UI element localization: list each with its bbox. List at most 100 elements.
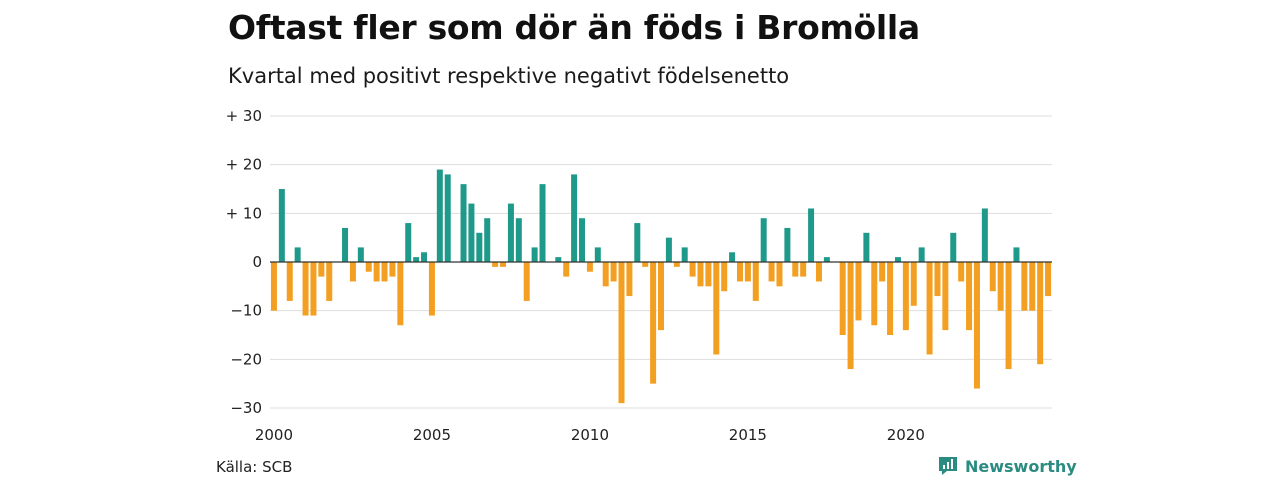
- bar: [815, 262, 822, 282]
- bar: [665, 237, 672, 262]
- bar: [847, 262, 854, 370]
- bar: [871, 262, 878, 326]
- bar: [894, 257, 901, 262]
- bar: [555, 257, 562, 262]
- bar: [879, 262, 886, 282]
- bar: [973, 262, 980, 389]
- bar: [500, 262, 507, 267]
- bars: [270, 169, 1052, 404]
- bar: [421, 252, 428, 262]
- bar: [784, 227, 791, 262]
- bar: [531, 247, 538, 262]
- chart-subtitle: Kvartal med positivt respektive negativt…: [228, 64, 790, 88]
- x-axis-ticks: 2000 2005 2010 2015 2020: [255, 426, 925, 444]
- bar: [579, 218, 586, 262]
- bar: [349, 262, 356, 282]
- chart-title: Oftast fler som dör än föds i Bromölla: [228, 8, 920, 47]
- source-note: Källa: SCB: [216, 458, 293, 476]
- bar: [270, 262, 277, 311]
- bar: [673, 262, 680, 267]
- bar: [981, 208, 988, 262]
- bar: [318, 262, 325, 277]
- bar: [563, 262, 570, 277]
- bar: [855, 262, 862, 321]
- bar: [444, 174, 451, 262]
- bar: [729, 252, 736, 262]
- y-tick-label: −10: [230, 302, 262, 320]
- bar: [523, 262, 530, 301]
- bar: [760, 218, 767, 262]
- bar: [713, 262, 720, 355]
- y-tick-label: −30: [230, 399, 262, 417]
- y-tick-label: + 10: [226, 204, 262, 222]
- bar: [460, 184, 467, 262]
- bar: [918, 247, 925, 262]
- bar: [705, 262, 712, 287]
- bar: [958, 262, 965, 282]
- bar: [286, 262, 293, 301]
- bar: [989, 262, 996, 292]
- grid-lines: [270, 115, 1052, 409]
- bar: [942, 262, 949, 331]
- bar: [887, 262, 894, 335]
- y-tick-label: + 20: [226, 156, 262, 174]
- bar: [476, 232, 483, 262]
- bar: [792, 262, 799, 277]
- bar: [618, 262, 625, 404]
- bar: [650, 262, 657, 384]
- brand: Newsworthy: [938, 456, 1077, 476]
- bar: [808, 208, 815, 262]
- bar: [752, 262, 759, 301]
- bar: [823, 257, 830, 262]
- bar: [721, 262, 728, 292]
- bar: [839, 262, 846, 335]
- y-tick-label: 0: [252, 253, 262, 271]
- bar: [405, 223, 412, 262]
- bar: [1005, 262, 1012, 370]
- bar: [626, 262, 633, 297]
- bar: [800, 262, 807, 277]
- bar: [594, 247, 601, 262]
- bar: [863, 232, 870, 262]
- x-tick-label: 2000: [255, 426, 293, 444]
- bar: [507, 203, 514, 262]
- bar: [373, 262, 380, 282]
- bar: [966, 262, 973, 331]
- bar: [571, 174, 578, 262]
- bar: [492, 262, 499, 267]
- bar: [1045, 262, 1052, 297]
- bar: [1013, 247, 1020, 262]
- x-tick-label: 2010: [571, 426, 609, 444]
- bar: [586, 262, 593, 272]
- bar: [697, 262, 704, 287]
- bar: [342, 227, 349, 262]
- y-tick-label: + 30: [226, 107, 262, 125]
- bar: [302, 262, 309, 316]
- bar: [278, 189, 285, 262]
- newsworthy-logo-icon: [939, 457, 957, 475]
- bar: [610, 262, 617, 282]
- bar: [310, 262, 317, 316]
- bar: [689, 262, 696, 277]
- bar: [776, 262, 783, 287]
- bar: [468, 203, 475, 262]
- x-tick-label: 2015: [729, 426, 767, 444]
- bar: [389, 262, 396, 277]
- bar: [768, 262, 775, 282]
- y-tick-label: −20: [230, 350, 262, 368]
- bar: [515, 218, 522, 262]
- bar: [657, 262, 665, 331]
- bar: [736, 262, 743, 282]
- bar: [413, 257, 420, 262]
- bar: [365, 262, 372, 272]
- bar: [381, 262, 388, 282]
- bar: [436, 169, 443, 262]
- bar: [642, 262, 649, 267]
- bar: [357, 247, 364, 262]
- bar: [997, 262, 1004, 311]
- bar: [681, 247, 688, 262]
- bar: [539, 184, 546, 262]
- x-tick-label: 2020: [887, 426, 925, 444]
- x-tick-label: 2005: [413, 426, 451, 444]
